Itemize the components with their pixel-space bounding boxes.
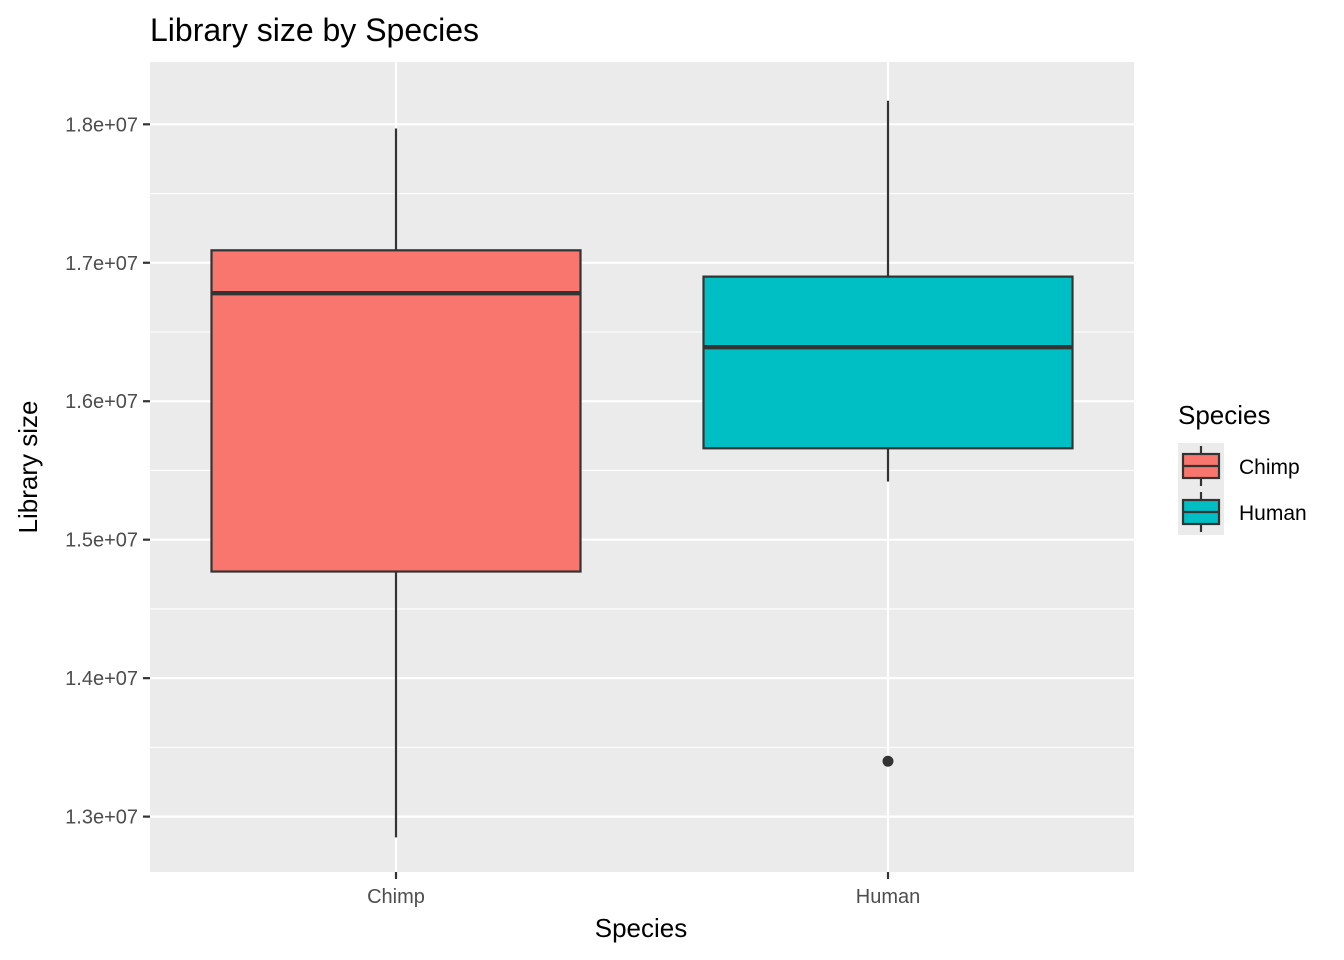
y-tick-label: 1.6e+07 [65,391,138,413]
y-axis-title: Library size [13,401,43,534]
y-tick-label: 1.8e+07 [65,114,138,136]
legend-label: Human [1239,502,1307,525]
outlier-point [882,755,894,767]
legend-entry-human: Human [1178,489,1307,535]
iqr-box [702,275,1074,450]
legend-title: Species [1178,400,1271,430]
y-tick-label: 1.3e+07 [65,807,138,829]
x-axis-title: Species [595,913,688,943]
legend-entry-chimp: Chimp [1178,443,1300,489]
chart-title: Library size by Species [150,12,479,48]
legend-label: Chimp [1239,456,1300,479]
x-axis: Chimp Human [367,872,920,908]
x-tick-label: Human [856,886,920,908]
y-tick-label: 1.7e+07 [65,253,138,275]
legend: Species Chimp Human [1178,400,1307,535]
y-tick-label: 1.5e+07 [65,530,138,552]
box-human [702,100,1074,767]
y-axis: 1.3e+07 1.4e+07 1.5e+07 1.6e+07 1.7e+07 1.8e+… [65,114,150,829]
box-chimp [210,128,582,838]
x-tick-label: Chimp [367,886,425,908]
y-tick-label: 1.4e+07 [65,668,138,690]
iqr-box [210,249,582,573]
boxes [210,100,1074,838]
